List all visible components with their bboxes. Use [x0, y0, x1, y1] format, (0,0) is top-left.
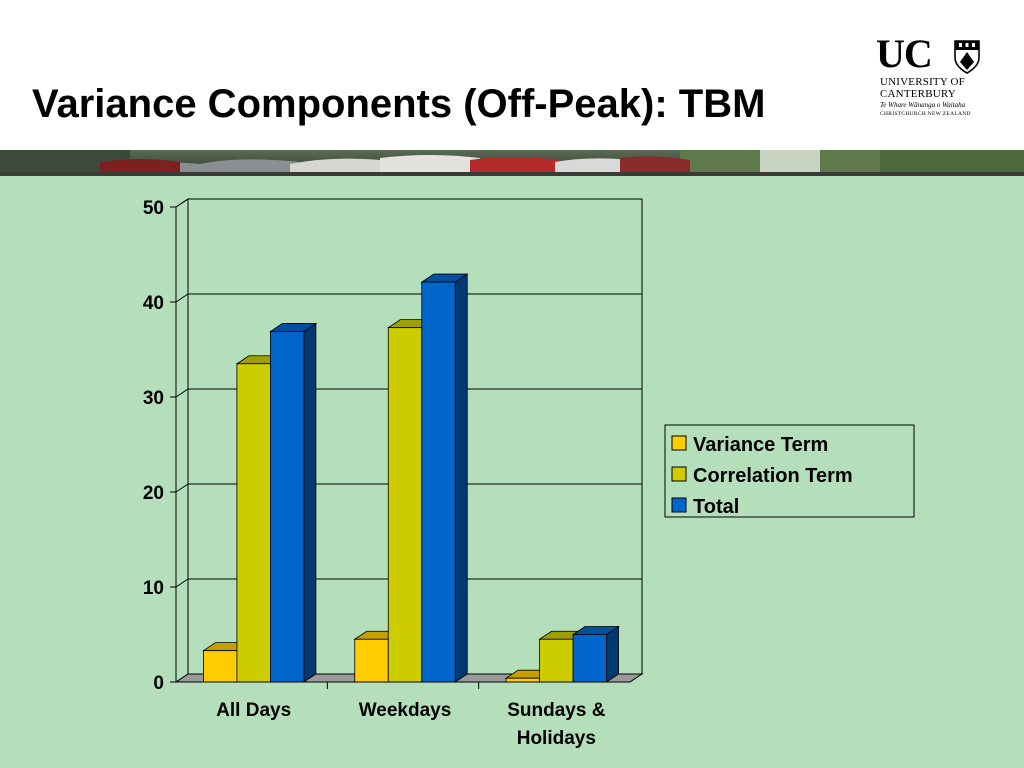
bar — [572, 634, 607, 683]
traffic-photo-strip — [0, 150, 1024, 176]
y-tick-label: 20 — [143, 483, 164, 504]
y-tick-label: 30 — [143, 388, 164, 409]
gridline — [175, 388, 642, 398]
x-category-label: Weekdays — [359, 700, 452, 721]
x-axis: All Days Weekdays Sundays & Holidays — [176, 681, 630, 749]
bar — [505, 677, 540, 683]
bar-side — [303, 322, 317, 683]
bar — [270, 331, 305, 683]
x-category-label: Holidays — [517, 728, 596, 749]
bar — [203, 650, 238, 683]
logo-line-maori: Te Whare Wānanga o Waitaha — [880, 101, 966, 109]
y-tick-label: 10 — [143, 578, 164, 599]
y-axis: 0 10 20 30 40 50 — [143, 198, 177, 694]
legend-label: Total — [693, 496, 739, 518]
y-tick-label: 40 — [143, 293, 164, 314]
logo-line-canterbury: CANTERBURY — [880, 88, 956, 100]
gridlines — [175, 198, 642, 588]
bar — [236, 363, 271, 683]
university-logo: UC UNIVERSITY OF CANTERBURY Te Whare Wān… — [876, 34, 988, 122]
bar-side — [606, 625, 619, 683]
bar — [421, 281, 456, 683]
bars — [202, 273, 620, 683]
logo-mark: UC — [876, 31, 933, 76]
university-crest-icon — [954, 40, 980, 74]
legend-swatch — [671, 435, 687, 451]
gridline — [175, 483, 642, 493]
legend-swatch — [671, 466, 687, 482]
bar — [354, 638, 389, 683]
legend-swatch — [671, 497, 687, 513]
y-tick-label: 50 — [143, 198, 164, 219]
title-bar: Variance Components (Off-Peak): TBM UC U… — [0, 0, 1024, 150]
y-tick-label: 0 — [153, 673, 164, 694]
gridline — [175, 578, 642, 588]
logo-line-city: CHRISTCHURCH NEW ZEALAND — [880, 111, 971, 117]
bar-side — [454, 273, 468, 683]
slide-title: Variance Components (Off-Peak): TBM — [32, 82, 766, 126]
x-category-label: Sundays & — [507, 700, 605, 721]
side-wall — [175, 198, 189, 683]
logo-line-university: UNIVERSITY OF — [880, 76, 965, 88]
legend: Variance Term Correlation Term Total — [664, 424, 915, 518]
legend-box — [664, 424, 915, 518]
gridline — [175, 293, 642, 303]
legend-label: Correlation Term — [693, 465, 853, 487]
legend-label: Variance Term — [693, 434, 828, 456]
gridline — [175, 198, 642, 208]
bar — [387, 327, 423, 683]
x-category-label: All Days — [216, 700, 291, 721]
bar — [539, 638, 574, 683]
